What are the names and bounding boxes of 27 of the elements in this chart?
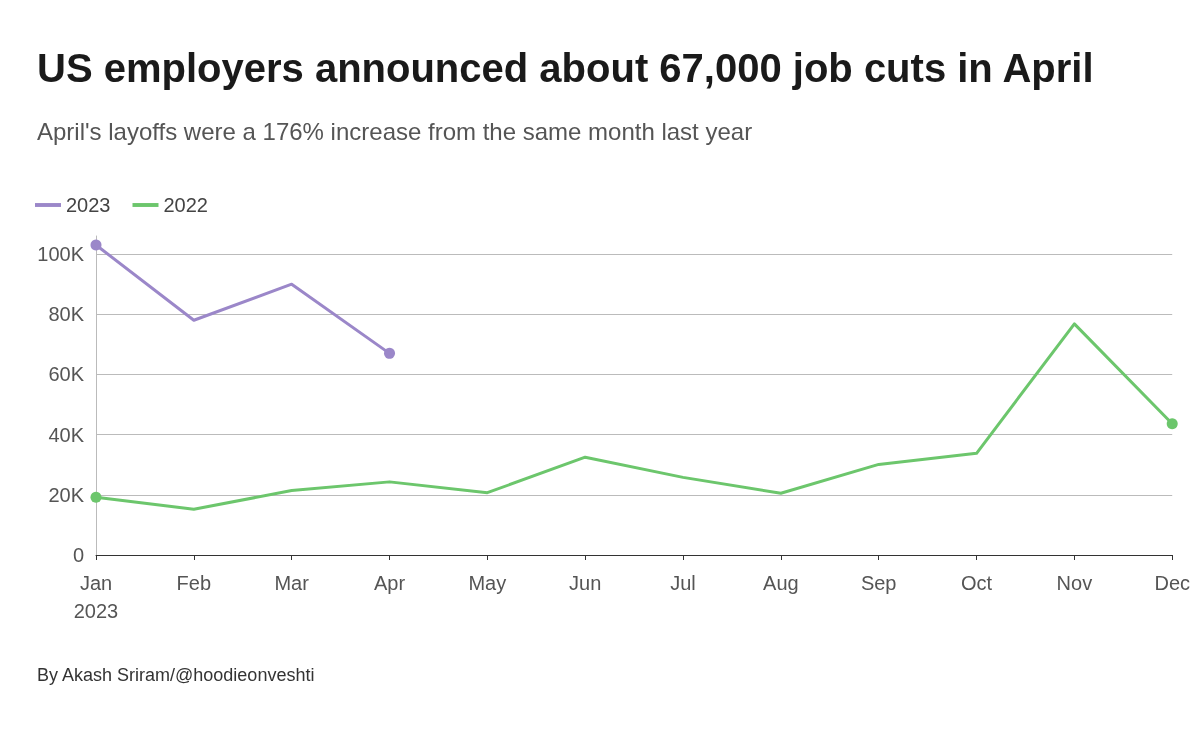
x-tick-label: Dec	[1154, 572, 1191, 594]
legend-label: 2023	[66, 194, 111, 216]
y-tick-label: 60K	[48, 363, 85, 386]
y-tick-label: 0	[72, 544, 84, 566]
point	[90, 491, 102, 503]
x-tick-label: Apr	[373, 572, 406, 594]
x-tick-label: Nov	[1056, 572, 1093, 594]
chart-title: US employers announced about 67,000 job cuts in April	[37, 46, 1094, 90]
point	[1166, 418, 1178, 430]
x-tick-label: Sep	[860, 572, 897, 594]
x-tick-label: Feb	[176, 572, 212, 594]
x-tick-label: Aug	[763, 572, 799, 594]
x-tick-label: May	[468, 572, 507, 594]
legend-label: 2022	[163, 194, 208, 216]
y-tick-label: 20K	[48, 483, 85, 506]
x-tick-label: Jun	[569, 572, 602, 594]
y-tick-label: 40K	[48, 423, 85, 446]
text: By Akash Sriram/@hoodieonveshti	[37, 665, 315, 685]
x-tick-label: Jan 2023	[73, 572, 119, 622]
y-tick-label: 100K	[37, 243, 85, 266]
x-tick-label: Mar	[274, 572, 310, 594]
x-tick-label: Jul	[670, 572, 696, 594]
point	[384, 347, 396, 359]
point	[90, 239, 102, 251]
y-tick-label: 80K	[48, 303, 85, 326]
chart-subtitle: April's layoffs were a 176% increase from the same month last year	[37, 117, 753, 145]
x-tick-label: Oct	[960, 572, 993, 594]
